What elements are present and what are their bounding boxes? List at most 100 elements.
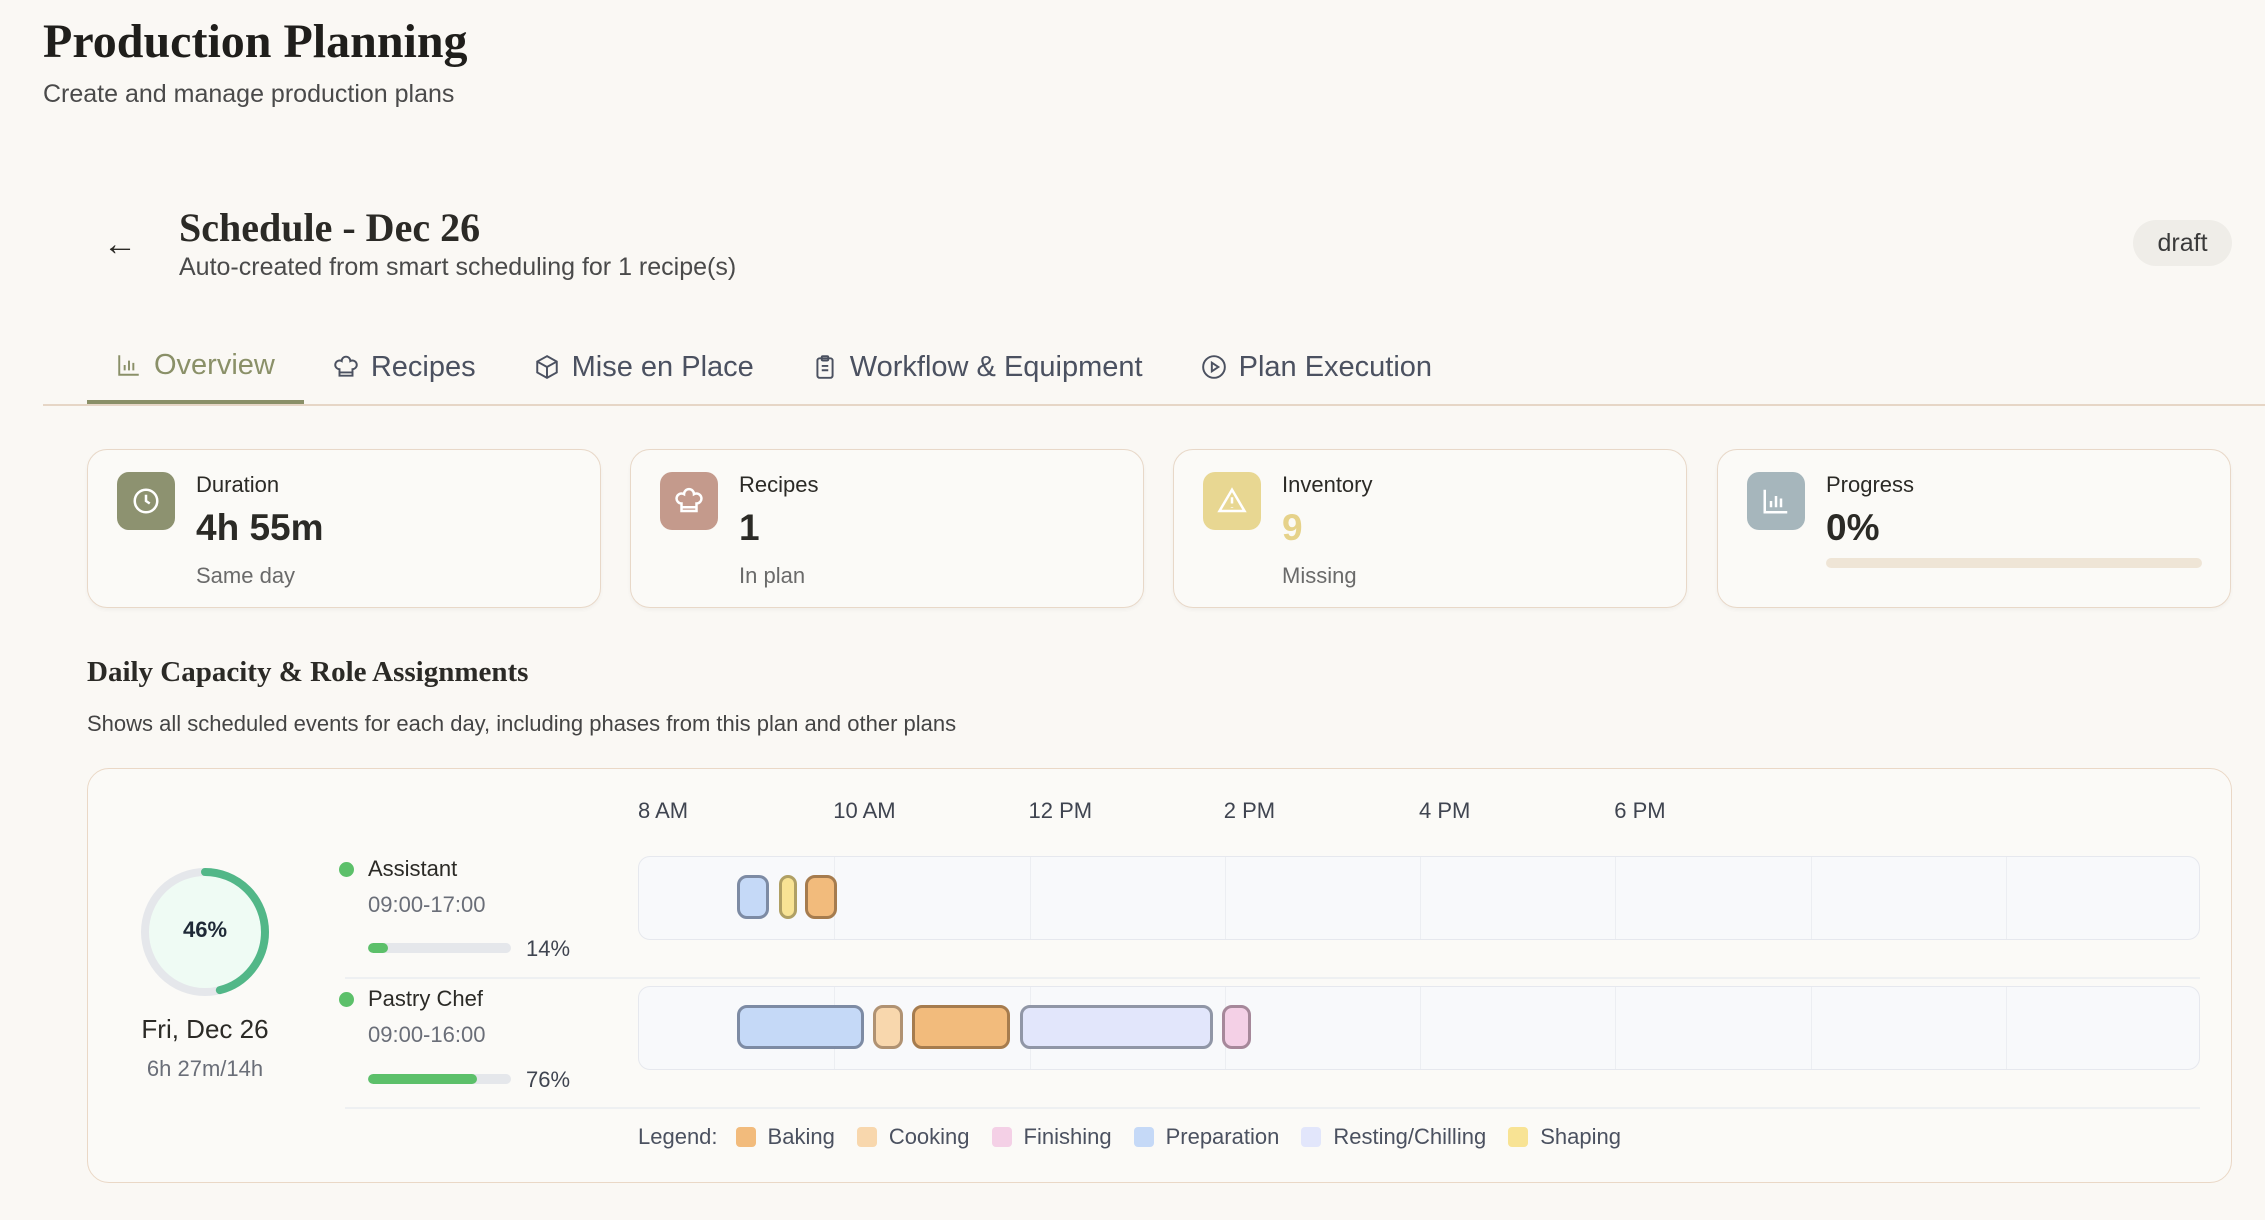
legend-swatch [1508,1127,1529,1147]
role-utilization: 76% [526,1067,571,1092]
stat-label: Progress [1826,472,1915,497]
grid-line [1224,857,1226,939]
timeline-track-assistant [638,856,2200,940]
hour-label: 12 PM [1028,798,1093,823]
stat-card-recipes: Recipes 1 In plan [630,449,1144,608]
grid-line [2005,857,2007,939]
play-circle-icon [1201,355,1226,379]
stat-card-progress: Progress 0% [1717,449,2231,608]
back-arrow-icon[interactable]: ← [103,224,137,263]
bar-chart-icon [118,355,139,376]
clock-icon [117,472,175,530]
chef-hat-icon [660,472,718,530]
tab-label: Overview [154,348,275,381]
legend-item: Cooking [856,1124,970,1150]
legend-item: Resting/Chilling [1301,1124,1486,1150]
stat-value: 4h 55m [196,507,324,548]
stat-label: Inventory [1282,472,1373,497]
tab-workflow-equipment[interactable]: Workflow & Equipment [783,330,1172,404]
grid-line [1420,987,1421,1069]
grid-line [2005,987,2007,1069]
section-description: Shows all scheduled events for each day,… [87,711,957,736]
role-name: Assistant [368,856,458,881]
tab-label: Plan Execution [1238,350,1433,383]
legend-swatch [856,1127,877,1147]
legend-label: Legend: [638,1124,718,1149]
grid-line [1420,857,1421,939]
stat-card-inventory: Inventory 9 Missing [1173,449,1687,608]
event-block-resting-chilling[interactable] [1019,1005,1214,1049]
stat-card-duration: Duration 4h 55m Same day [87,449,601,608]
legend-text: Baking [767,1124,835,1149]
page-subtitle: Create and manage production plans [43,80,455,108]
tab-mise-en-place[interactable]: Mise en Place [505,330,783,404]
tab-label: Workflow & Equipment [849,350,1143,383]
stat-label: Duration [196,472,280,497]
package-icon [535,355,558,379]
clipboard-icon [816,355,834,379]
stat-sub: Same day [196,563,296,588]
hour-label: 2 PM [1223,798,1276,823]
event-block-preparation[interactable] [736,875,769,919]
day-label: Fri, Dec 26 [141,1014,269,1044]
grid-line [1615,857,1617,939]
stat-value: 9 [1282,507,1303,548]
page-title: Production Planning [43,15,468,68]
legend-text: Preparation [1165,1124,1280,1149]
legend-swatch [1133,1127,1154,1147]
status-badge: draft [2133,220,2232,266]
legend-item: Baking [735,1124,835,1150]
day-usage: 6h 27m/14h [146,1056,264,1081]
tab-recipes[interactable]: Recipes [304,330,505,404]
legend-swatch [1301,1127,1322,1147]
legend-swatch [991,1127,1012,1147]
event-block-baking[interactable] [912,1005,1010,1049]
role-utilization-bar [368,1074,511,1084]
hour-label: 4 PM [1419,798,1471,823]
role-utilization-bar [368,943,511,953]
legend-text: Resting/Chilling [1333,1124,1487,1149]
tab-label: Recipes [370,350,476,383]
hour-label: 8 AM [638,798,689,823]
warning-icon [1203,472,1261,530]
legend-text: Shaping [1540,1124,1621,1149]
legend-text: Cooking [888,1124,970,1149]
grid-line [1810,987,1812,1069]
plan-subtitle: Auto-created from smart scheduling for 1… [179,253,737,281]
row-divider [345,1107,2200,1109]
role-name: Pastry Chef [368,986,483,1011]
bar-chart-icon [1747,472,1805,530]
progress-bar [1826,558,2202,568]
tab-divider [43,404,2265,406]
legend-item: Shaping [1508,1124,1621,1150]
grid-line [1810,857,1812,939]
stat-sub: In plan [739,563,806,588]
legend-swatch [735,1127,756,1147]
plan-title: Schedule - Dec 26 [179,205,481,250]
hour-label: 10 AM [833,798,896,823]
timeline-track-pastry-chef [638,986,2200,1070]
hour-label: 6 PM [1614,798,1666,823]
role-hours: 09:00-16:00 [368,1022,486,1047]
role-status-dot [339,992,354,1007]
stat-value: 1 [739,507,760,548]
event-block-finishing[interactable] [1221,1005,1252,1049]
legend-item: Finishing [991,1124,1112,1150]
capacity-percent: 46% [182,917,228,942]
tab-label: Mise en Place [571,350,754,383]
tab-plan-execution[interactable]: Plan Execution [1172,330,1461,404]
row-divider [345,977,2200,979]
event-block-cooking[interactable] [873,1005,903,1049]
event-block-preparation[interactable] [736,1005,864,1049]
capacity-donut [141,868,269,996]
grid-line [1029,857,1031,939]
role-status-dot [339,862,354,877]
capacity-panel [87,768,2232,1183]
event-block-baking[interactable] [804,875,838,919]
stat-value: 0% [1826,507,1880,548]
stat-sub: Missing [1282,563,1357,588]
tab-overview[interactable]: Overview [87,330,304,404]
role-utilization: 14% [526,936,571,961]
legend-text: Finishing [1023,1124,1112,1149]
event-block-shaping[interactable] [778,875,798,919]
